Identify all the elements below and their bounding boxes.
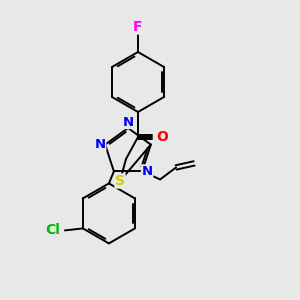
Text: N: N <box>122 116 134 128</box>
Text: F: F <box>133 20 143 34</box>
Text: N: N <box>94 138 106 151</box>
Text: Cl: Cl <box>46 224 60 237</box>
Text: O: O <box>156 130 168 144</box>
Text: N: N <box>142 165 153 178</box>
Text: S: S <box>115 174 125 188</box>
